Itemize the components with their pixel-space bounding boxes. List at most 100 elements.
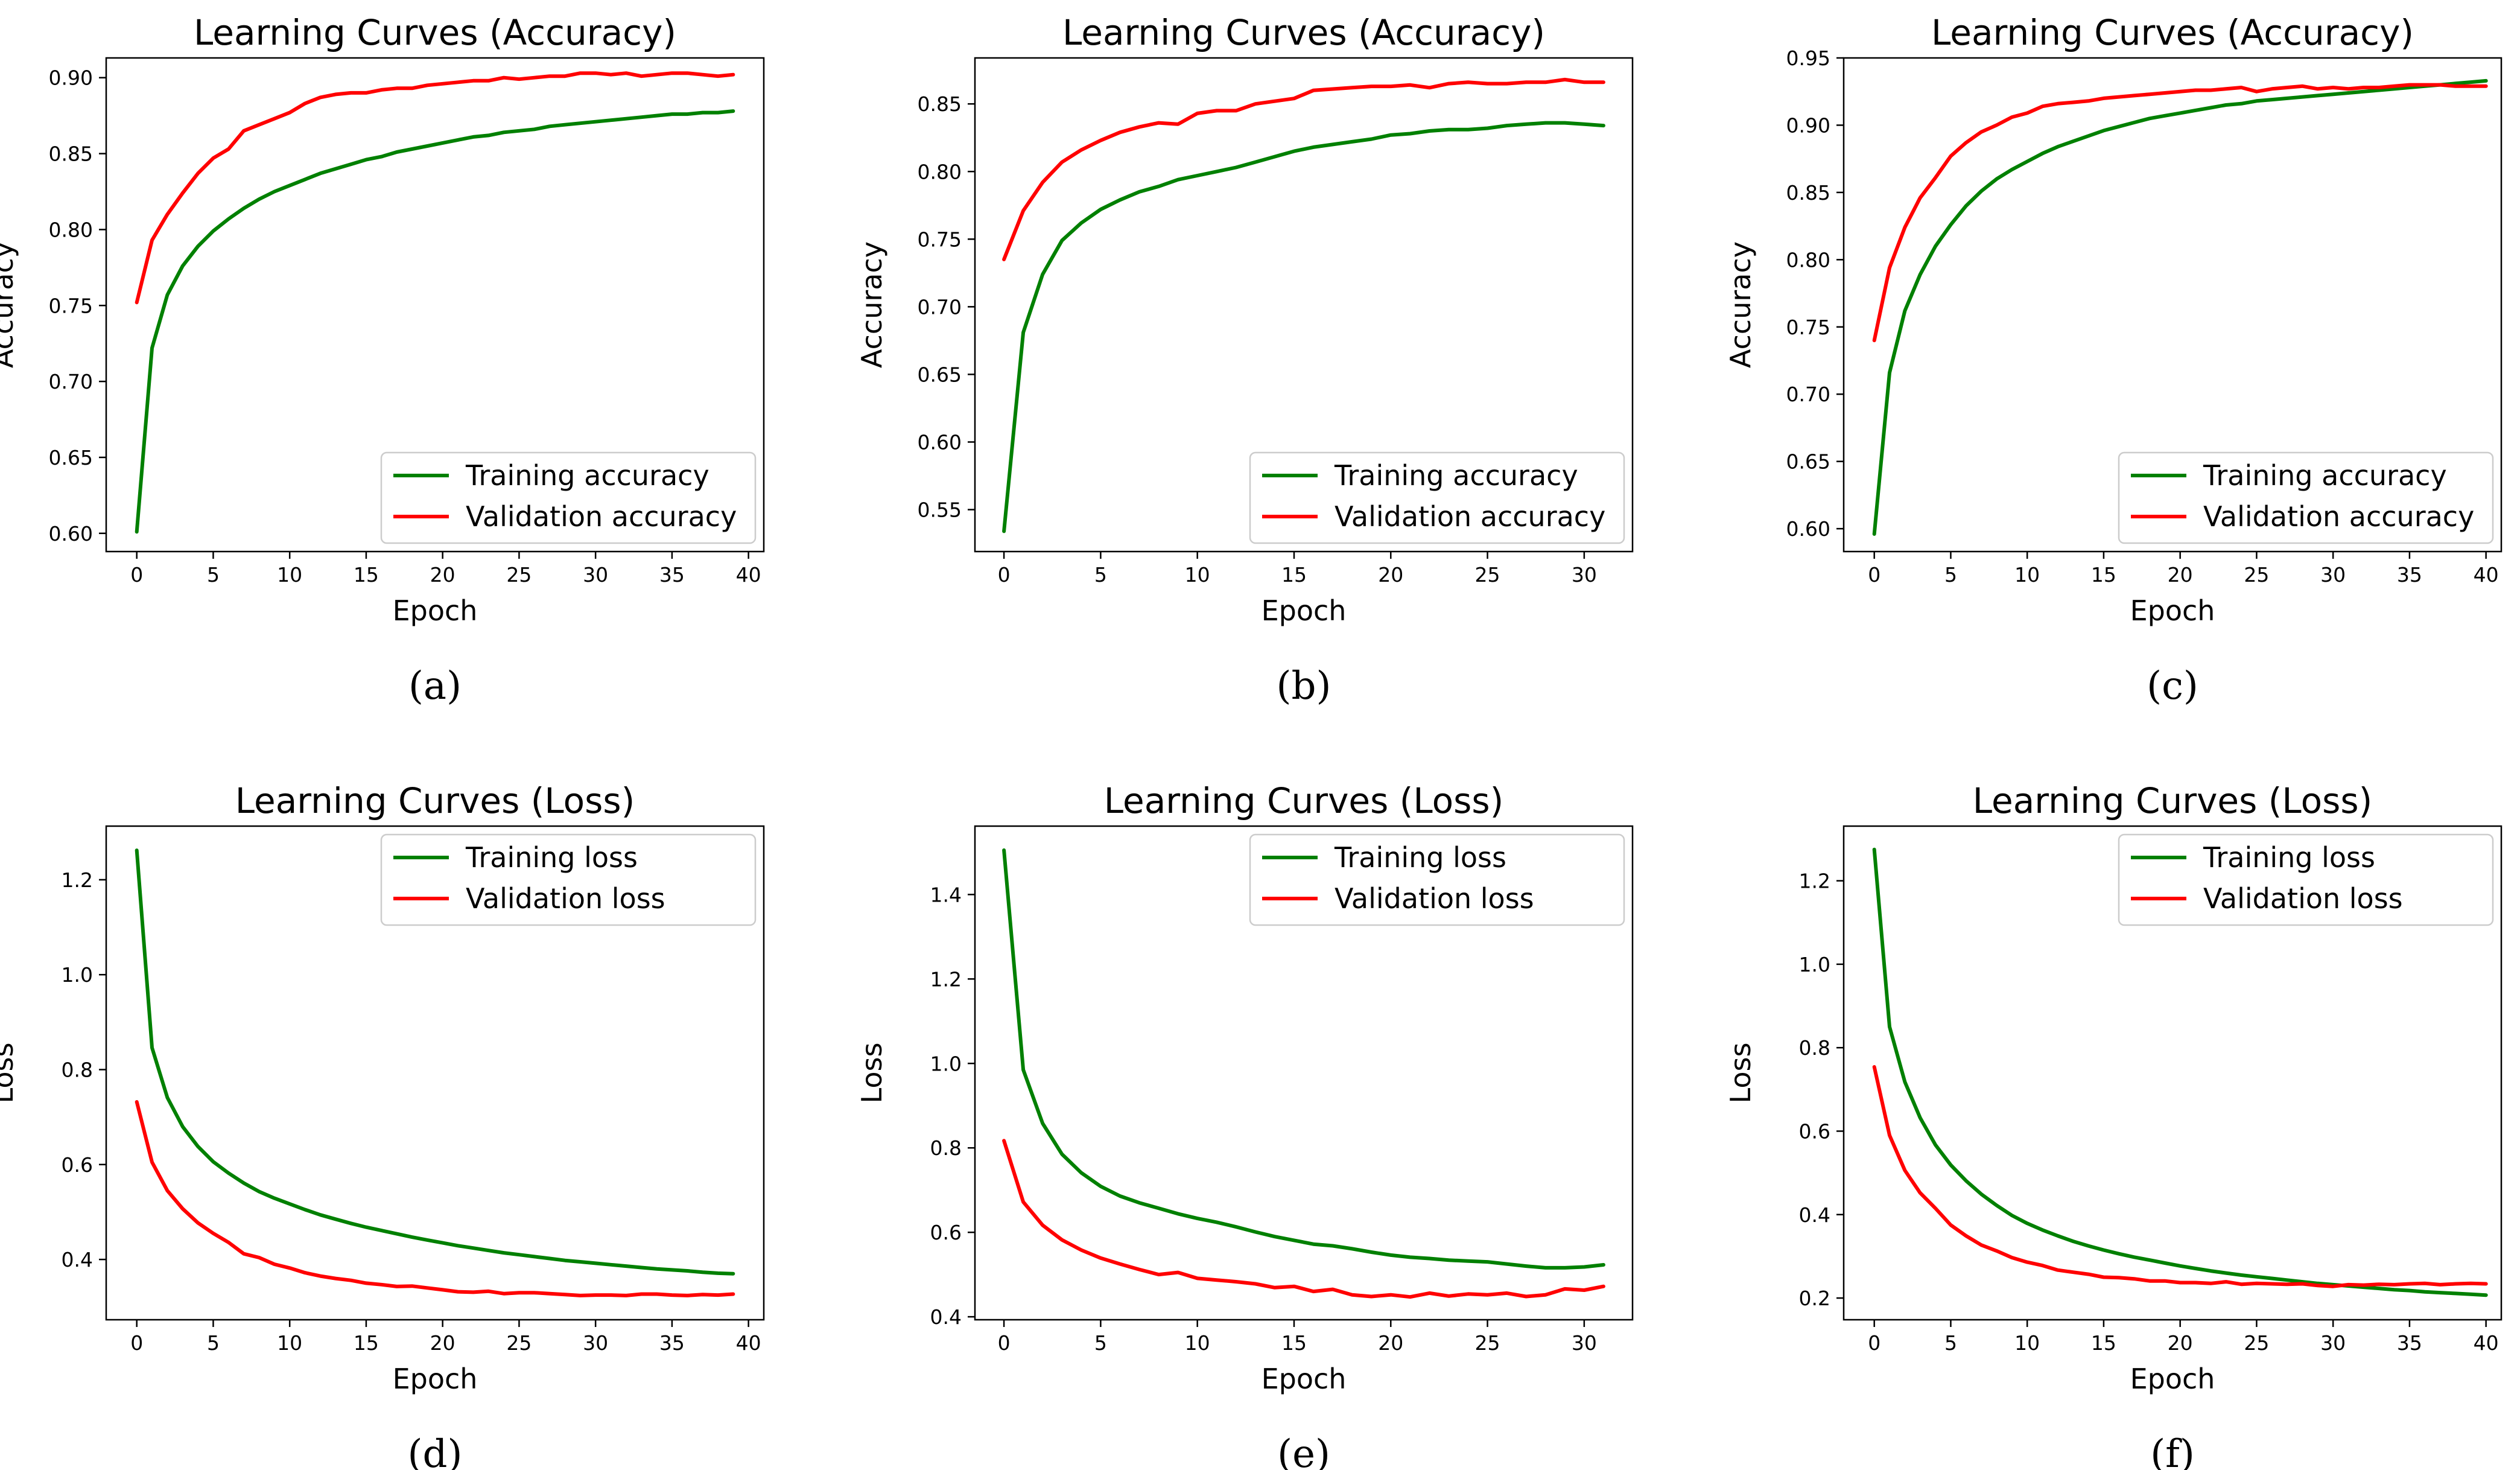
x-tick-label: 20 <box>2168 1331 2193 1355</box>
y-tick-label: 0.65 <box>918 363 962 386</box>
axes-frame <box>1842 57 2503 553</box>
x-tick-label: 30 <box>583 563 608 587</box>
chart-legend: Training accuracy Validation accuracy <box>2118 451 2494 544</box>
series-line-training-accuracy <box>135 109 735 534</box>
x-tick-label: 5 <box>207 563 220 587</box>
y-tick-label: 0.65 <box>1786 450 1830 474</box>
y-tick-label: 0.85 <box>49 142 93 166</box>
x-tick-label: 30 <box>2320 563 2346 587</box>
axes-frame <box>105 57 765 553</box>
chart-panel-d: Learning Curves (Loss) 0 5 10 15 20 25 30 35 40 0.… <box>0 780 765 1470</box>
x-tick-label: 5 <box>1094 1331 1107 1355</box>
axes-frame <box>974 57 1634 553</box>
y-tick-label: 0.95 <box>1786 46 1830 70</box>
x-tick-label: 35 <box>659 563 685 587</box>
x-tick-label: 40 <box>736 1331 761 1355</box>
y-tick-label: 0.70 <box>49 370 93 393</box>
chart-title: Learning Curves (Loss) <box>1104 780 1503 821</box>
x-tick-label: 20 <box>1378 1331 1403 1355</box>
x-tick-label: 35 <box>2397 563 2422 587</box>
x-tick-label: 30 <box>583 1331 608 1355</box>
x-tick-label: 10 <box>1185 1331 1210 1355</box>
panel-label: (e) <box>1277 1432 1330 1470</box>
x-tick-label: 15 <box>2091 563 2116 587</box>
x-tick-label: 10 <box>2014 563 2040 587</box>
y-tick-label: 1.2 <box>1799 870 1830 893</box>
legend-box <box>1249 451 1625 544</box>
axes-frame <box>1842 825 2503 1321</box>
y-tick-label: 1.4 <box>930 883 962 906</box>
x-tick-label: 0 <box>130 1331 143 1355</box>
x-tick-label: 0 <box>998 1331 1011 1355</box>
x-tick-label: 5 <box>1944 563 1957 587</box>
y-tick-label: 0.75 <box>49 294 93 317</box>
chart-panel-a: Learning Curves (Accuracy) 0 5 10 15 20 25 30 35… <box>0 12 765 708</box>
series-line-training-loss <box>1002 848 1605 1270</box>
y-tick-label: 0.4 <box>1799 1203 1830 1227</box>
chart-title: Learning Curves (Loss) <box>1973 780 2372 821</box>
legend-entry: Validation accuracy <box>1335 500 1605 533</box>
x-tick-label: 20 <box>430 563 455 587</box>
y-tick-label: 0.4 <box>62 1248 93 1271</box>
x-tick-label: 0 <box>130 563 143 587</box>
y-tick-label: 0.8 <box>930 1136 962 1160</box>
x-tick-label: 25 <box>1475 1331 1500 1355</box>
x-tick-label: 15 <box>2091 1331 2116 1355</box>
panel-label: (b) <box>1277 664 1331 708</box>
y-tick-label: 1.2 <box>62 868 93 892</box>
x-axis-label: Epoch <box>2130 594 2215 627</box>
panel-label: (c) <box>2147 664 2198 708</box>
x-tick-label: 5 <box>207 1331 220 1355</box>
y-axis-label: Loss <box>855 1043 888 1104</box>
legend-entry: Validation loss <box>2203 882 2403 915</box>
y-tick-label: 0.60 <box>1786 517 1830 541</box>
y-tick-label: 0.8 <box>62 1058 93 1081</box>
x-tick-label: 10 <box>2014 1331 2040 1355</box>
y-tick-label: 1.2 <box>930 967 962 991</box>
y-tick-label: 0.6 <box>1799 1119 1830 1143</box>
legend-entry: Training loss <box>465 841 638 874</box>
y-tick-label: 0.6 <box>930 1221 962 1244</box>
x-axis-label: Epoch <box>1262 1363 1347 1395</box>
series-line-validation-accuracy <box>135 71 735 305</box>
y-axis-label: Loss <box>1724 1043 1757 1104</box>
series-line-training-loss <box>135 848 735 1276</box>
chart-panel-e: Learning Curves (Loss) 0 5 10 15 20 25 30 0.4 0.6… <box>855 780 1634 1470</box>
panel-label: (a) <box>408 664 462 708</box>
panel-label: (f) <box>2150 1432 2195 1470</box>
chart-title: Learning Curves (Loss) <box>235 780 635 821</box>
chart-panel-f: Learning Curves (Loss) 0 5 10 15 20 25 30 35 40 0.… <box>1724 780 2503 1470</box>
x-tick-label: 10 <box>277 563 302 587</box>
y-tick-label: 0.90 <box>49 66 93 90</box>
x-tick-label: 30 <box>2320 1331 2346 1355</box>
x-tick-label: 35 <box>2397 1331 2422 1355</box>
chart-legend: Training loss Validation loss <box>380 833 757 926</box>
series-line-training-accuracy <box>1002 121 1605 533</box>
x-tick-label: 25 <box>506 563 532 587</box>
y-tick-label: 0.6 <box>62 1153 93 1177</box>
legend-entry: Validation loss <box>466 882 665 915</box>
x-tick-label: 15 <box>354 1331 379 1355</box>
y-tick-label: 0.85 <box>1786 181 1830 205</box>
series-line-training-loss <box>1872 847 2488 1297</box>
series-line-validation-accuracy <box>1872 83 2488 343</box>
x-tick-label: 25 <box>506 1331 532 1355</box>
x-tick-label: 15 <box>1281 563 1307 587</box>
y-axis-label: Accuracy <box>0 241 19 368</box>
chart-legend: Training accuracy Validation accuracy <box>1249 451 1625 544</box>
y-tick-label: 0.75 <box>1786 316 1830 339</box>
y-tick-label: 0.90 <box>1786 113 1830 137</box>
x-tick-label: 25 <box>1475 563 1500 587</box>
series-line-training-accuracy <box>1872 78 2488 536</box>
x-tick-label: 0 <box>998 563 1011 587</box>
chart-legend: Training accuracy Validation accuracy <box>380 451 757 544</box>
x-tick-label: 30 <box>1572 1331 1597 1355</box>
legend-entry: Validation accuracy <box>466 500 737 533</box>
x-tick-label: 25 <box>2244 1331 2269 1355</box>
legend-entry: Training loss <box>2203 841 2375 874</box>
legend-box <box>2118 451 2494 544</box>
y-tick-label: 1.0 <box>930 1052 962 1075</box>
x-axis-label: Epoch <box>393 1363 478 1395</box>
y-tick-label: 0.70 <box>918 295 962 319</box>
chart-panel-c: Learning Curves (Accuracy) 0 5 10 15 20 25 30 35… <box>1724 12 2503 708</box>
